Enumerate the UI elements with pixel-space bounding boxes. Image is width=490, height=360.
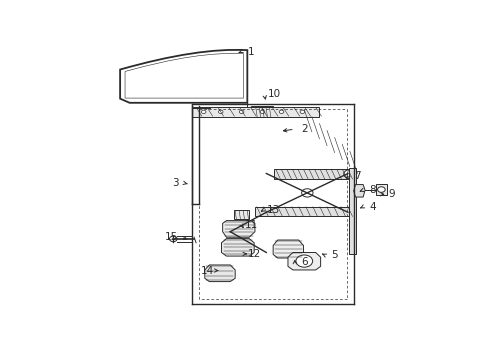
Bar — [255, 207, 350, 216]
Circle shape — [219, 110, 223, 113]
Circle shape — [239, 110, 244, 113]
Text: 15: 15 — [165, 232, 178, 242]
Circle shape — [296, 255, 313, 267]
Circle shape — [344, 170, 356, 179]
Text: 13: 13 — [267, 204, 281, 215]
Circle shape — [249, 110, 259, 117]
Text: 5: 5 — [331, 250, 338, 260]
Polygon shape — [205, 265, 235, 282]
Circle shape — [170, 236, 177, 242]
Text: 6: 6 — [301, 257, 308, 267]
Text: 1: 1 — [248, 46, 254, 57]
Circle shape — [302, 189, 313, 197]
Text: 4: 4 — [369, 202, 376, 212]
Text: 10: 10 — [268, 90, 280, 99]
Polygon shape — [288, 252, 320, 270]
Bar — [251, 107, 273, 117]
Circle shape — [378, 187, 385, 192]
Text: 9: 9 — [388, 189, 395, 199]
Bar — [192, 107, 319, 117]
Text: 3: 3 — [172, 178, 178, 188]
Polygon shape — [222, 221, 255, 237]
Circle shape — [260, 110, 265, 113]
Text: 2: 2 — [301, 124, 308, 134]
Circle shape — [279, 110, 284, 113]
Circle shape — [300, 110, 305, 113]
Circle shape — [201, 110, 206, 113]
Text: 7: 7 — [354, 171, 361, 181]
Text: 8: 8 — [369, 185, 376, 195]
Polygon shape — [221, 239, 254, 256]
Bar — [274, 169, 350, 179]
Text: 14: 14 — [201, 266, 214, 275]
Polygon shape — [354, 185, 365, 197]
Text: 12: 12 — [248, 249, 262, 259]
Bar — [349, 168, 356, 254]
Bar — [376, 184, 387, 195]
Polygon shape — [273, 240, 303, 258]
Bar — [234, 210, 249, 219]
Text: 11: 11 — [245, 220, 258, 230]
